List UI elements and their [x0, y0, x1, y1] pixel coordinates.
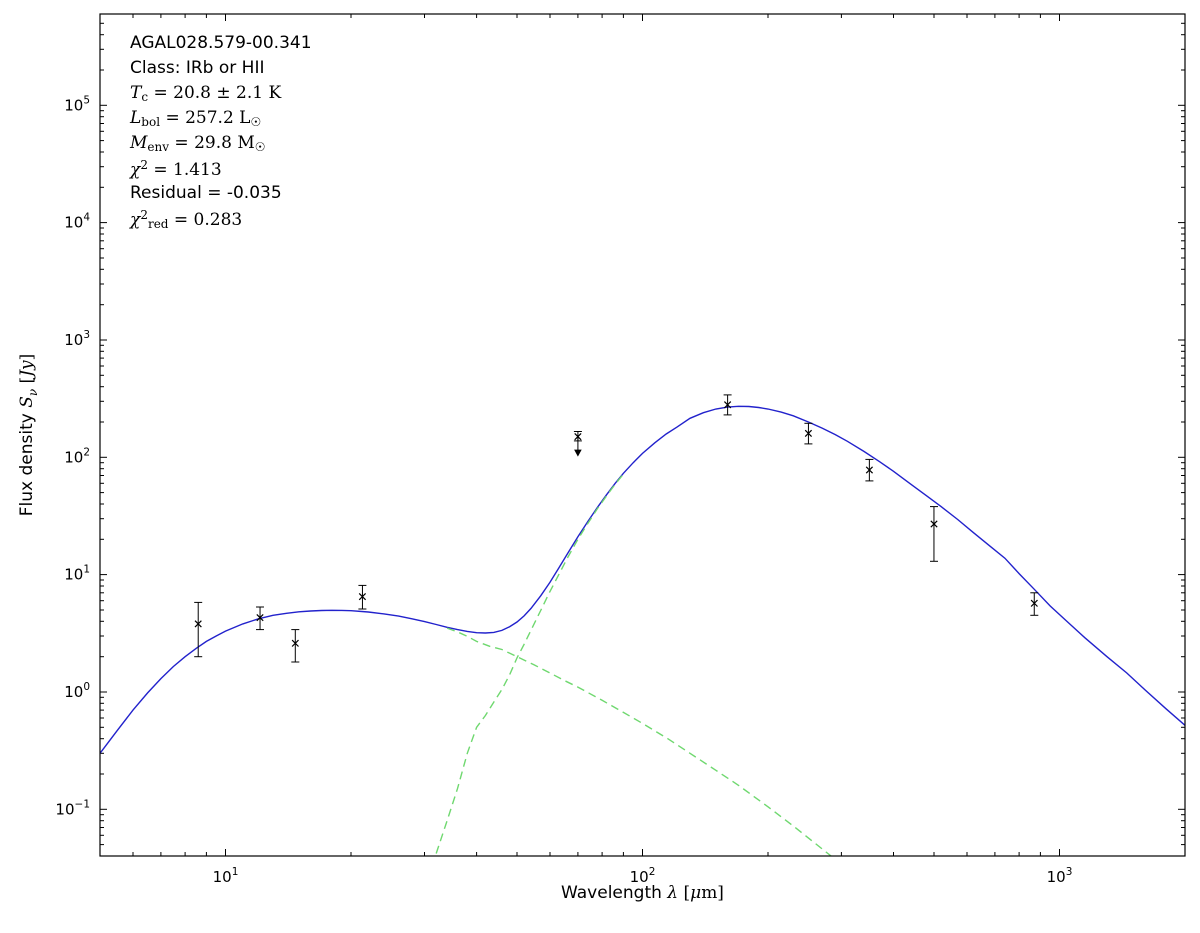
annotation-text: Class: IRb or HII [130, 58, 265, 78]
annotation-line: Residual = -0.035 [130, 183, 312, 208]
curve-component-warm [446, 627, 833, 856]
photometry-points [194, 394, 1039, 663]
annotation-line: Menv = 29.8 M☉ [130, 133, 312, 158]
svg-text:102: 102 [64, 446, 90, 466]
svg-text:103: 103 [64, 329, 90, 349]
svg-text:10−1: 10−1 [55, 798, 90, 818]
annotation-text: red [147, 217, 169, 231]
svg-text:101: 101 [213, 866, 239, 886]
svg-text:105: 105 [64, 94, 90, 114]
annotation-text: M [130, 133, 148, 153]
annotation-text: = 20.8 ± 2.1 K [148, 83, 282, 103]
annotation-text: ☉ [254, 140, 266, 154]
annotation-text: = 29.8 M [169, 133, 255, 153]
annotation-line: Class: IRb or HII [130, 58, 312, 83]
annotation-text: = 257.2 L [160, 108, 251, 128]
fit-parameters-annotation: AGAL028.579-00.341 Class: IRb or HII Tc = … [130, 33, 312, 233]
annotation-text: bol [141, 115, 161, 129]
annotation-text: = 1.413 [147, 160, 222, 180]
svg-text:101: 101 [64, 564, 90, 584]
y-axis-label: Flux density Sν [Jy] [17, 354, 40, 517]
curve-model-total [100, 405, 1185, 754]
annotation-text: 2 [140, 208, 148, 222]
annotation-text: 2 [140, 158, 148, 172]
annotation-line: AGAL028.579-00.341 [130, 33, 312, 58]
annotation-text: AGAL028.579-00.341 [130, 33, 312, 53]
x-axis-label: Wavelength λ [μm] [561, 883, 724, 903]
annotation-text: χ [130, 210, 141, 230]
curve-component-cold-envelope [435, 473, 624, 854]
svg-text:104: 104 [64, 212, 90, 232]
plot-frame [99, 13, 1186, 857]
annotation-text: ☉ [250, 115, 262, 129]
annotation-text: c [141, 90, 149, 104]
annotation-text: χ [130, 160, 141, 180]
annotation-text: env [147, 140, 170, 154]
annotation-line: χ2red = 0.283 [130, 208, 312, 233]
annotation-line: Tc = 20.8 ± 2.1 K [130, 83, 312, 108]
annotation-text: L [130, 108, 142, 128]
annotation-line: χ2 = 1.413 [130, 158, 312, 183]
annotation-line: Lbol = 257.2 L☉ [130, 108, 312, 133]
svg-text:100: 100 [64, 681, 90, 701]
axis-ticks [100, 14, 1185, 856]
annotation-text: = 0.283 [168, 210, 243, 230]
annotation-text: Residual = -0.035 [130, 183, 282, 203]
annotation-text: T [130, 83, 142, 103]
svg-text:103: 103 [1047, 866, 1073, 886]
